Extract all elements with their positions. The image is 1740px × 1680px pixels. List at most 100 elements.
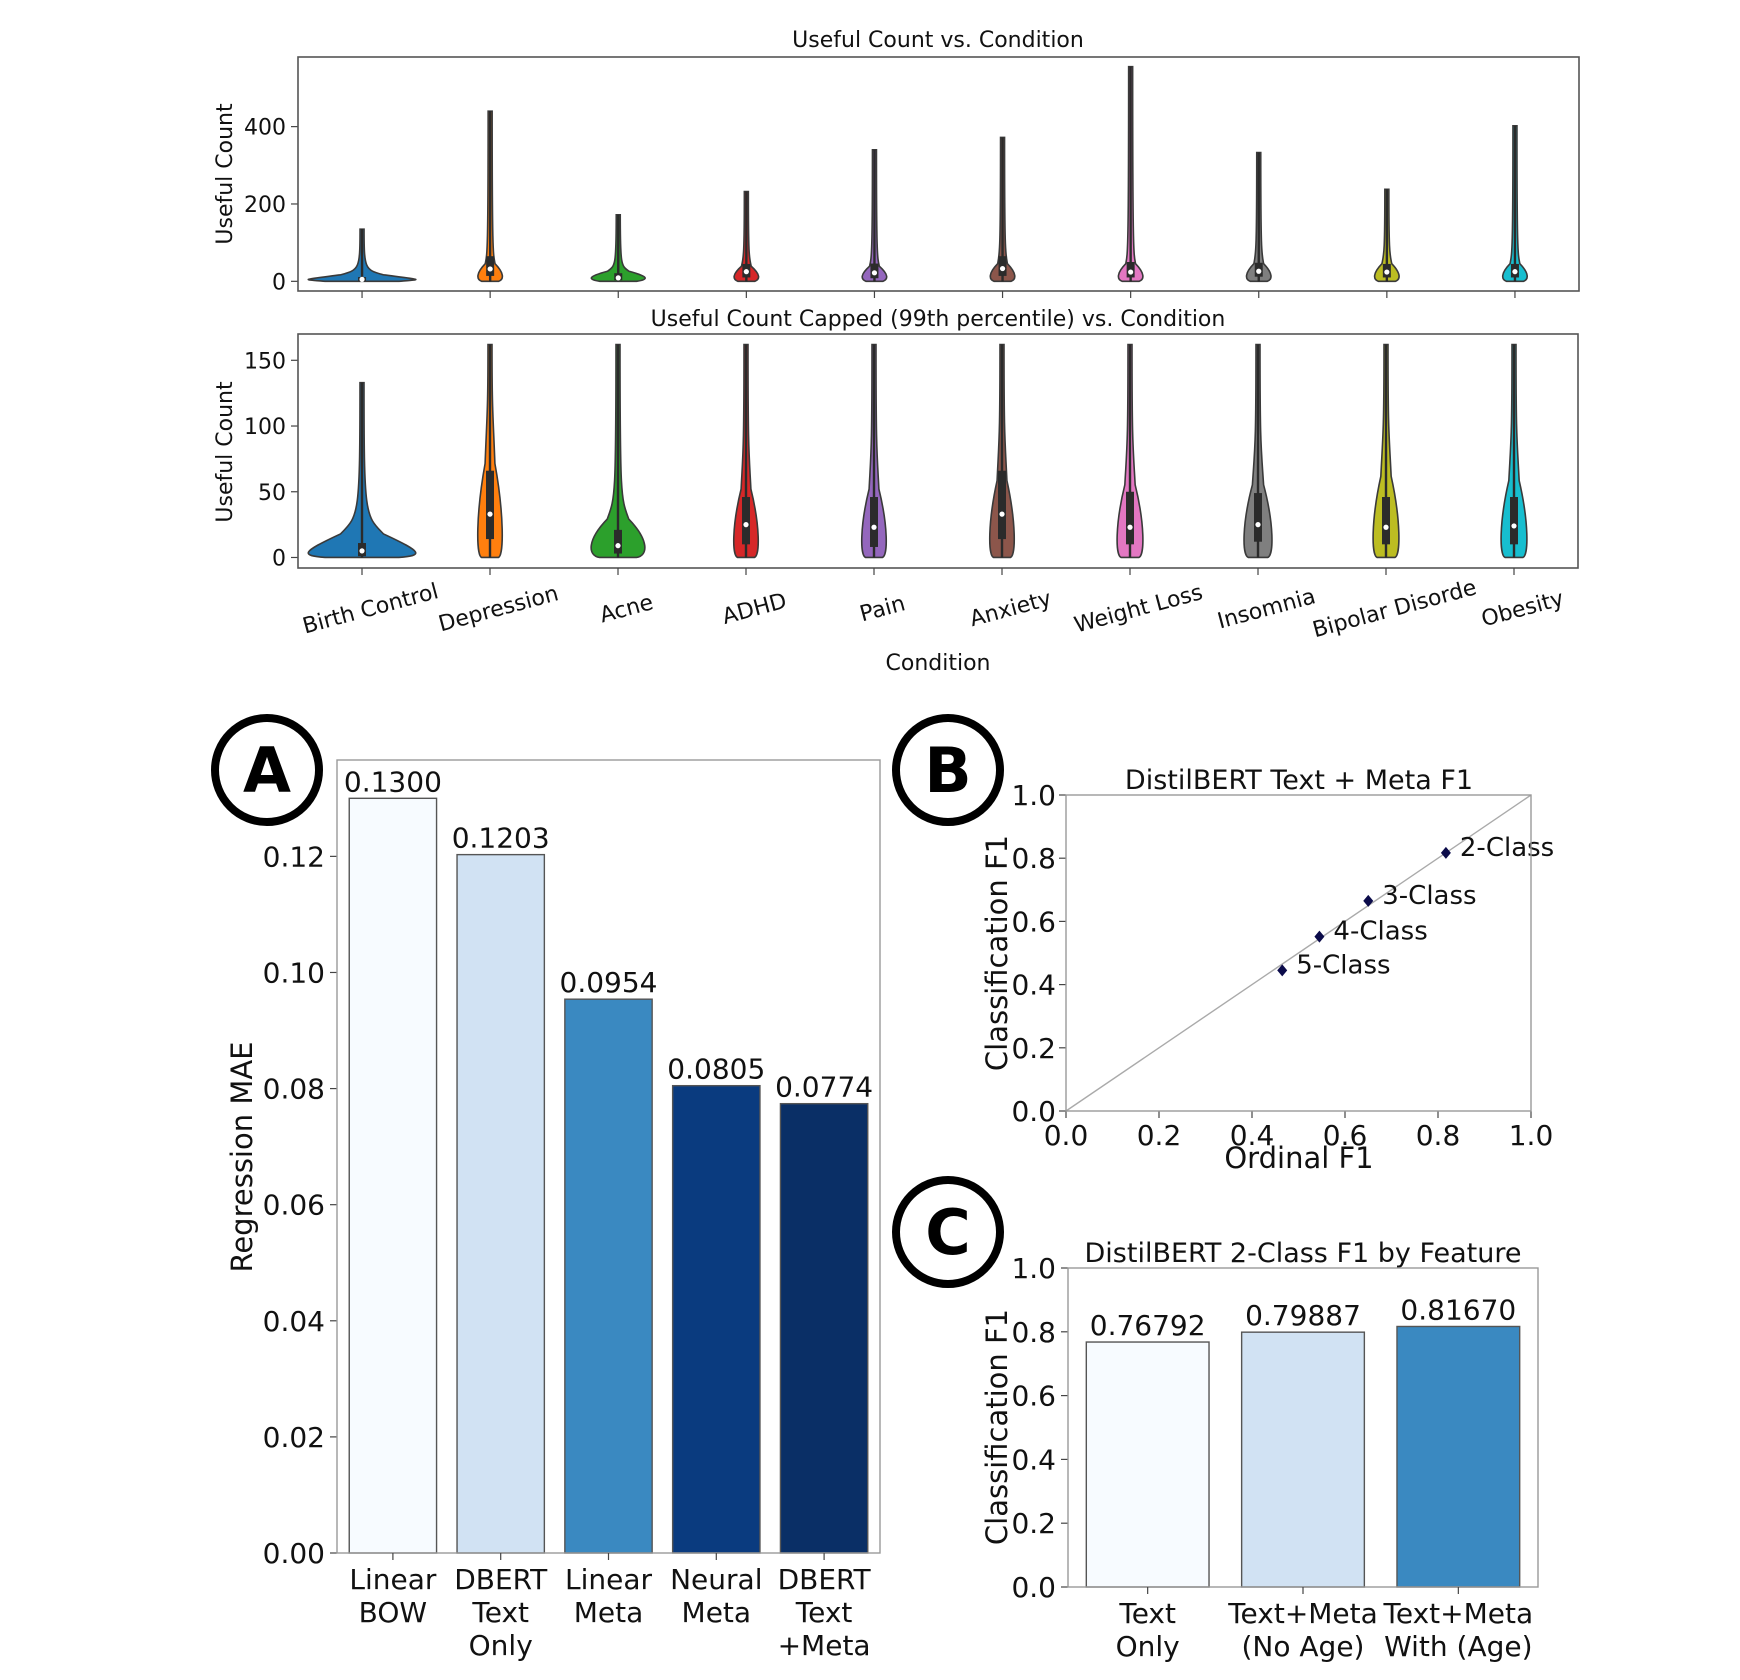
badge-a: A	[211, 714, 323, 826]
y-tick-label: 0.08	[263, 1073, 325, 1106]
violin-median-dot	[1255, 522, 1261, 528]
violin	[1245, 151, 1272, 283]
bar	[1396, 1325, 1521, 1588]
violin-iqr-box	[1126, 491, 1134, 545]
bar-value-label: 0.1300	[344, 765, 442, 798]
violin-median-dot	[1127, 524, 1133, 530]
badge-a-circle	[211, 714, 323, 826]
x-tick-label: 0.6	[1323, 1119, 1368, 1152]
violin	[476, 343, 504, 559]
x-tick-label: Neural	[670, 1563, 762, 1596]
violin-iqr-box	[1254, 493, 1262, 542]
x-tick-label: Text+Meta	[1227, 1597, 1378, 1630]
panel-c: C DistilBERT 2-Class F1 by Feature Class…	[892, 1176, 1539, 1663]
violin	[1116, 343, 1144, 559]
violin-iqr-box	[870, 497, 878, 547]
y-tick-label: 400	[244, 116, 286, 141]
violin-median-dot	[743, 522, 749, 528]
x-tick-label: Weight Loss	[1072, 580, 1206, 638]
x-tick-label: DBERT	[778, 1563, 872, 1596]
badge-b: B	[892, 714, 1004, 826]
panel-a-xticks: LinearBOWDBERTTextOnlyLinearMetaNeuralMe…	[349, 1553, 871, 1662]
violin-plot-capped: Useful Count Capped (99th percentile) vs…	[213, 307, 1579, 676]
x-tick-label: Meta	[574, 1596, 644, 1629]
bar	[779, 1102, 869, 1554]
violin-capped-xlabel: Condition	[886, 651, 991, 676]
violin-iqr-box	[486, 256, 495, 276]
violin	[860, 343, 888, 559]
violin	[1372, 343, 1400, 559]
bar	[671, 1084, 761, 1554]
panel-c-title: DistilBERT 2-Class F1 by Feature	[1085, 1238, 1522, 1269]
badge-b-circle	[892, 714, 1004, 826]
bar	[348, 797, 438, 1554]
panel-a: A Regression MAE 0.00 0.02 0.04 0.06 0.08 0.1…	[211, 714, 881, 1662]
violin-median-dot	[615, 275, 621, 281]
violin	[477, 110, 504, 283]
y-tick-label: 0.12	[263, 840, 325, 873]
violin	[988, 343, 1016, 559]
panel-b: B DistilBERT Text + Meta F1 Classificati…	[892, 714, 1554, 1175]
violin-median-dot	[743, 269, 749, 275]
bar-value-label: 0.1203	[452, 822, 550, 855]
violin-raw-xticks	[361, 291, 1516, 298]
bar-value-label: 0.81670	[1400, 1293, 1516, 1326]
x-tick-label: BOW	[359, 1596, 427, 1629]
scatter-point	[1363, 894, 1374, 907]
violin-iqr-box	[742, 497, 750, 545]
violin	[307, 228, 417, 283]
y-tick-label: 0.4	[1011, 1443, 1056, 1476]
badge-c: C	[892, 1176, 1004, 1288]
x-tick-label: DBERT	[454, 1563, 548, 1596]
scatter-point-label: 3-Class	[1382, 881, 1476, 911]
x-tick-label: 0.4	[1230, 1119, 1275, 1152]
y-tick-label: 0.8	[1011, 1316, 1056, 1349]
x-tick-label: Insomnia	[1215, 584, 1318, 634]
violin-median-dot	[871, 270, 878, 276]
y-tick-label: 1.0	[1011, 779, 1056, 812]
x-tick-label: 1.0	[1509, 1119, 1554, 1152]
x-tick-label: Text	[471, 1596, 529, 1629]
x-tick-label: Bipolar Disorde	[1310, 575, 1479, 643]
violin-median-dot	[871, 524, 877, 530]
violin	[1501, 125, 1528, 283]
y-tick-label: 0	[272, 270, 286, 295]
violin-median-dot	[1384, 269, 1390, 275]
violin	[732, 343, 760, 559]
violin-median-dot	[1128, 269, 1134, 275]
x-tick-label: Only	[469, 1629, 533, 1662]
panel-c-yticks: 0.0 0.2 0.4 0.6 0.8 1.0	[1011, 1252, 1068, 1604]
y-tick-label: 0.02	[263, 1421, 325, 1454]
x-tick-label: ADHD	[720, 589, 790, 630]
violin-capped-yticks: 0 50 100 150	[244, 349, 298, 571]
y-tick-label: 0.6	[1011, 1380, 1056, 1413]
x-tick-label: Text	[1118, 1597, 1176, 1630]
panel-a-yticks: 0.00 0.02 0.04 0.06 0.08 0.10 0.12	[263, 840, 337, 1570]
scatter-point-label: 4-Class	[1333, 917, 1427, 947]
y-tick-label: 0.00	[263, 1537, 325, 1570]
scatter-point-label: 2-Class	[1460, 833, 1554, 863]
badge-b-label: B	[924, 734, 971, 807]
violin-raw-violins	[307, 65, 1528, 283]
violin-median-dot	[487, 511, 493, 517]
x-tick-label: Obesity	[1479, 586, 1567, 632]
x-tick-label: Birth Control	[300, 579, 441, 639]
violin-capped-title: Useful Count Capped (99th percentile) vs…	[651, 307, 1226, 332]
violin-iqr-box	[998, 470, 1006, 540]
panel-a-bars: 0.1300 0.1203 0.0954 0.0805 0.0774	[344, 765, 873, 1554]
bar	[456, 853, 546, 1554]
violin-median-dot	[999, 511, 1005, 517]
x-tick-label: (No Age)	[1242, 1630, 1365, 1663]
y-tick-label: 0.0	[1011, 1095, 1056, 1128]
scatter-point-label: 5-Class	[1296, 950, 1390, 980]
panel-c-bars: 0.76792 0.79887 0.81670	[1085, 1293, 1521, 1588]
y-tick-label: 0.6	[1011, 905, 1056, 938]
panel-b-ylabel: Classification F1	[980, 835, 1014, 1071]
y-tick-label: 0.8	[1011, 842, 1056, 875]
x-tick-label: Anxiety	[967, 586, 1054, 632]
x-tick-label: Only	[1116, 1630, 1180, 1663]
violin-raw-yticks: 0 200 400	[244, 116, 298, 295]
